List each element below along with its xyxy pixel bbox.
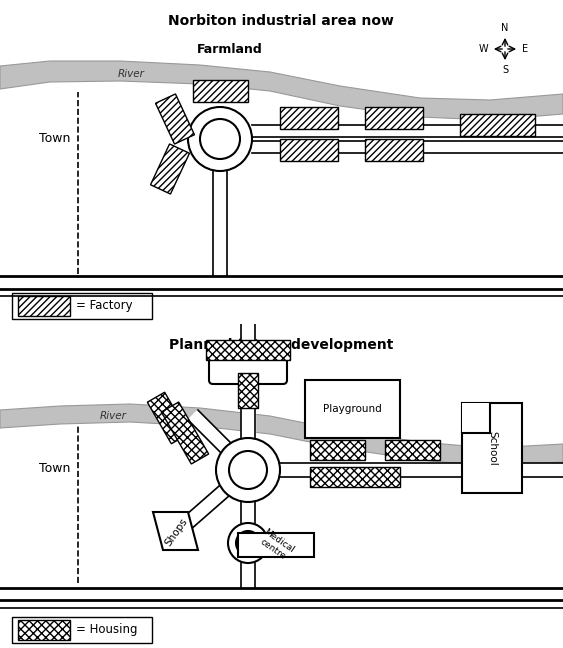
Bar (280, 107, 338, 129)
Circle shape (188, 107, 252, 171)
Polygon shape (150, 144, 190, 194)
Bar (18, 620, 70, 640)
Bar (193, 80, 248, 102)
Bar (12, 293, 152, 319)
Text: = Housing: = Housing (76, 623, 137, 636)
Polygon shape (241, 324, 255, 438)
Bar (365, 139, 423, 161)
Text: Shops: Shops (163, 516, 189, 548)
Bar (385, 440, 440, 460)
Bar (365, 107, 423, 129)
Text: River: River (118, 69, 145, 79)
FancyBboxPatch shape (209, 358, 287, 384)
Polygon shape (238, 533, 314, 557)
Polygon shape (163, 465, 253, 545)
Text: School: School (487, 431, 497, 465)
Polygon shape (153, 512, 198, 550)
Polygon shape (0, 61, 563, 120)
Bar (12, 617, 152, 643)
Text: E: E (522, 44, 528, 54)
Bar (462, 403, 522, 493)
Bar (310, 467, 400, 487)
Text: Playground: Playground (323, 404, 382, 414)
Polygon shape (155, 94, 194, 144)
Circle shape (236, 531, 260, 555)
Text: Norbiton industrial area now: Norbiton industrial area now (168, 14, 394, 28)
Text: Medical
centre: Medical centre (256, 527, 296, 563)
Bar (310, 440, 365, 460)
Polygon shape (188, 410, 253, 475)
Bar (305, 380, 400, 438)
Text: Farmland: Farmland (337, 387, 403, 400)
Bar (462, 403, 490, 433)
Circle shape (229, 451, 267, 489)
Polygon shape (213, 171, 227, 276)
Text: Town: Town (39, 461, 70, 474)
Polygon shape (162, 402, 209, 464)
Bar (238, 373, 258, 408)
Polygon shape (0, 404, 563, 466)
Bar (206, 340, 290, 360)
Bar (280, 139, 338, 161)
Text: N: N (501, 23, 509, 33)
Text: W: W (479, 44, 488, 54)
Circle shape (200, 119, 240, 159)
Circle shape (228, 523, 268, 563)
Text: Planned future development: Planned future development (169, 338, 393, 352)
Text: River: River (100, 411, 127, 421)
Circle shape (216, 438, 280, 502)
Polygon shape (280, 463, 563, 477)
Polygon shape (148, 392, 189, 444)
Text: S: S (502, 65, 508, 75)
Polygon shape (241, 563, 255, 588)
Polygon shape (241, 502, 255, 523)
Text: = Factory: = Factory (76, 299, 133, 312)
Bar (18, 296, 70, 316)
Bar (460, 114, 535, 136)
Text: Farmland: Farmland (197, 43, 263, 56)
Text: Town: Town (39, 132, 70, 146)
